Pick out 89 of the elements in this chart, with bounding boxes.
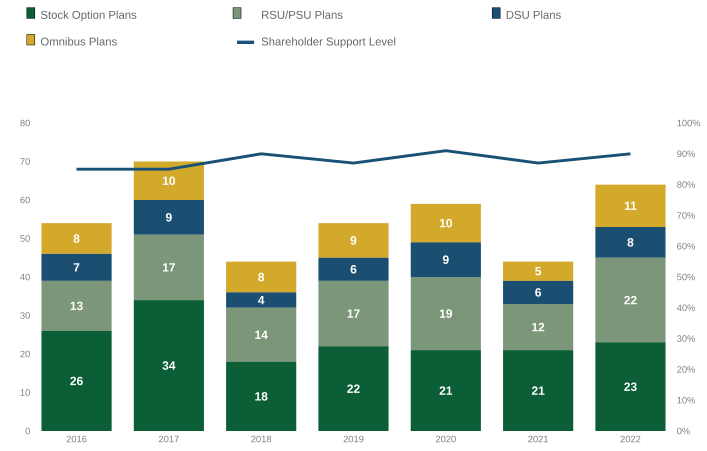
x-tick-label: 2019 [344,436,364,442]
data-label: 6 [350,265,356,274]
data-label: 21 [532,386,544,395]
data-label: 9 [442,255,449,264]
y2-tick-label: 60% [677,242,696,250]
data-label: 22 [624,296,637,304]
legend-label: DSU Plans [506,10,561,19]
legend-label: Stock Option Plans [40,10,136,22]
y-tick-label: 70 [20,158,30,165]
data-label: 9 [166,213,172,222]
data-label: 14 [255,330,268,339]
y-tick-label: 40 [20,274,30,280]
y2-tick-label: 0% [677,428,690,434]
data-label: 26 [70,376,83,386]
y-tick-label: 20 [20,350,30,358]
bar [134,300,204,431]
x-tick-label: 2021 [528,436,548,442]
x-tick-label: 2017 [158,436,179,442]
bar [503,350,574,431]
data-label: 4 [258,296,264,304]
bar [410,242,481,278]
bar [503,262,574,281]
bar [226,292,296,308]
bar [410,204,481,242]
data-label: 8 [74,234,80,243]
data-label: 18 [255,392,268,401]
bar [226,308,296,362]
bar [134,162,204,200]
data-label: 17 [348,309,360,318]
data-label: 9 [350,236,356,245]
bar [503,304,574,350]
y2-tick-label: 10% [677,396,696,404]
data-label: 8 [258,272,264,282]
y-tick-label: 80 [20,120,30,126]
legend-label: RSU/PSU Plans [262,10,343,19]
bar [41,254,112,281]
data-label: 22 [347,384,360,393]
y2-tick-label: 20% [677,366,696,373]
y-tick-label: 60 [20,196,30,204]
y-tick-label: 0 [25,428,30,434]
legend-label: Shareholder Support Level [262,37,396,48]
bar [503,280,574,304]
bar [318,258,389,281]
y2-tick-label: 40% [676,304,696,312]
x-tick-label: 2020 [436,436,456,442]
data-label: 23 [624,382,637,391]
y-tick-label: 10 [20,389,30,396]
y-tick-label: 30 [20,312,30,319]
bar [595,342,666,431]
bar [410,277,481,350]
bar [318,346,389,431]
data-label: 21 [440,386,452,395]
data-label: 5 [535,267,542,276]
x-tick-label: 2018 [251,436,272,442]
data-label: 12 [532,322,544,332]
y2-tick-label: 90% [677,150,696,158]
legend-label: Omnibus Plans [40,37,117,46]
data-label: 8 [627,238,634,247]
line-series [75,149,632,171]
bar [41,280,112,331]
x-tick-label: 2016 [66,436,86,442]
bar [41,223,112,254]
data-label: 13 [70,302,83,310]
x-tick-label: 2022 [620,436,640,442]
data-label: 10 [162,176,176,186]
data-label: 34 [162,361,176,370]
bar [595,258,666,342]
data-label: 17 [162,263,176,272]
bar [318,280,389,346]
bar [226,262,296,292]
y2-tick-label: 30% [677,335,696,342]
data-label: 10 [440,218,452,228]
bar [41,330,112,431]
data-label: 11 [624,202,636,210]
y2-tick-label: 70% [677,212,696,219]
bar [595,184,666,227]
bar [226,362,296,431]
y2-tick-label: 80% [677,181,696,188]
data-label: 19 [440,309,452,318]
bar [410,350,481,431]
bar [318,223,389,258]
bar [134,200,204,235]
data-label: 7 [74,263,80,272]
y2-tick-label: 50% [677,274,696,280]
data-label: 6 [535,288,542,297]
bar [134,234,204,300]
bar [595,226,666,258]
y-tick-label: 50 [20,235,30,242]
y2-tick-label: 100% [677,120,700,126]
